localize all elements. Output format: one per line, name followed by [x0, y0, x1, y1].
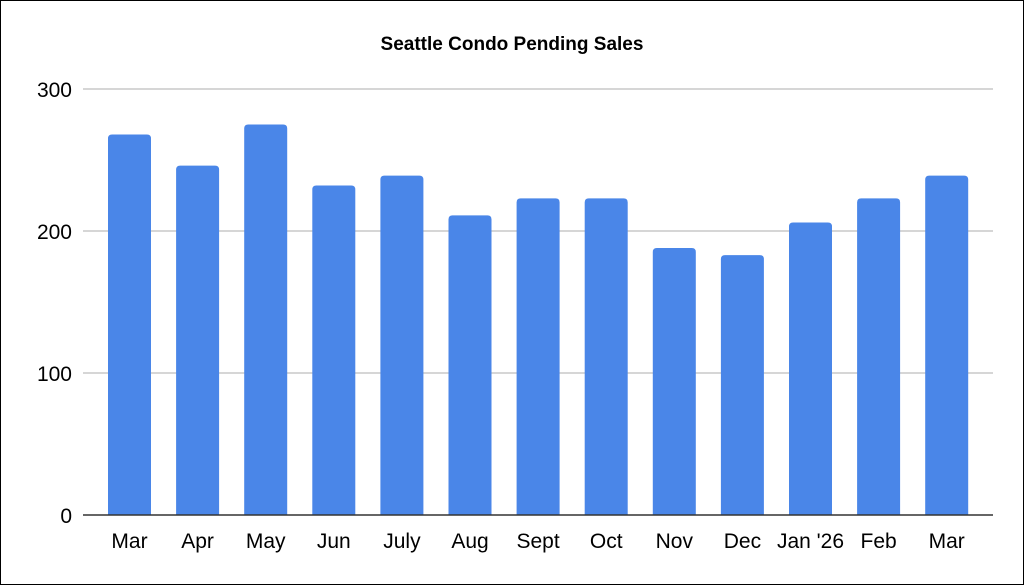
x-tick-label: May	[246, 530, 286, 553]
y-tick-label: 100	[37, 363, 72, 386]
x-tick-label: Nov	[656, 530, 694, 553]
y-tick-label: 200	[37, 221, 72, 244]
x-tick-label: Dec	[724, 530, 761, 553]
bar	[108, 134, 151, 515]
x-tick-label: Aug	[451, 530, 488, 553]
bar	[789, 222, 832, 516]
bar	[584, 198, 628, 515]
x-tick-label: Oct	[590, 530, 623, 553]
bar	[720, 255, 764, 515]
x-tick-label: Feb	[861, 530, 897, 553]
chart-title: Seattle Condo Pending Sales	[381, 34, 644, 55]
y-tick-label: 0	[60, 505, 72, 528]
x-tick-label: Jun	[317, 530, 351, 553]
bar	[516, 198, 560, 515]
x-tick-label: Jan '26	[777, 530, 844, 553]
bar	[857, 198, 901, 515]
bar	[380, 175, 424, 515]
y-tick-label: 300	[37, 79, 72, 102]
bar	[244, 124, 288, 515]
x-tick-label: Mar	[111, 530, 147, 553]
bar	[448, 215, 492, 515]
x-tick-label: Apr	[181, 530, 214, 553]
bar	[312, 185, 356, 515]
bar	[652, 248, 696, 516]
bar	[925, 175, 969, 515]
x-tick-label: Sept	[516, 530, 559, 553]
x-tick-label: July	[383, 530, 421, 553]
x-tick-label: Mar	[929, 530, 965, 553]
bar	[176, 165, 220, 515]
